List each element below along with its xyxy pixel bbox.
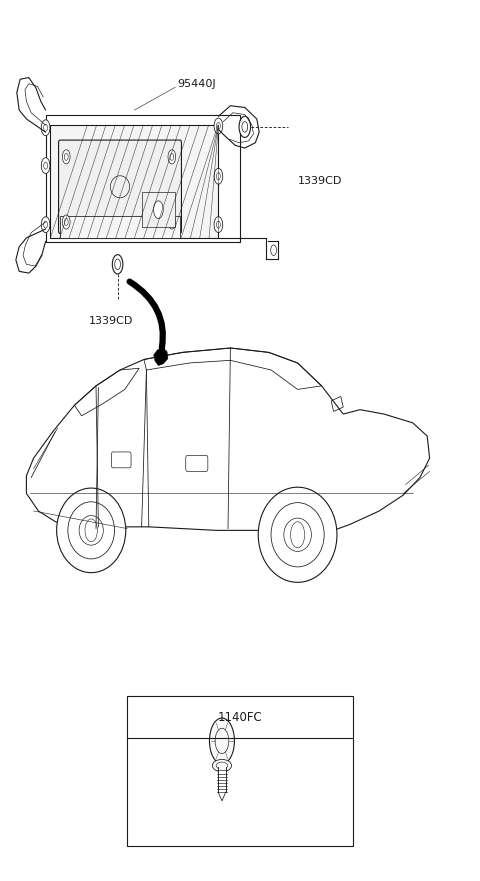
Circle shape bbox=[62, 150, 70, 164]
Circle shape bbox=[41, 120, 50, 136]
Circle shape bbox=[64, 153, 68, 160]
Ellipse shape bbox=[212, 759, 231, 772]
Circle shape bbox=[44, 221, 48, 228]
Circle shape bbox=[115, 259, 120, 270]
Ellipse shape bbox=[284, 518, 312, 552]
Ellipse shape bbox=[79, 515, 103, 545]
Ellipse shape bbox=[110, 175, 130, 198]
Circle shape bbox=[154, 201, 163, 218]
Circle shape bbox=[64, 218, 68, 226]
FancyArrowPatch shape bbox=[130, 282, 163, 347]
Ellipse shape bbox=[271, 503, 324, 566]
Circle shape bbox=[214, 168, 223, 184]
Bar bbox=[50, 125, 218, 238]
Circle shape bbox=[112, 255, 123, 274]
Circle shape bbox=[168, 215, 176, 229]
Circle shape bbox=[41, 217, 50, 233]
Bar bbox=[218, 767, 226, 792]
Text: 1140FC: 1140FC bbox=[217, 711, 263, 723]
Circle shape bbox=[62, 215, 70, 229]
Circle shape bbox=[170, 153, 174, 160]
Circle shape bbox=[290, 522, 305, 548]
Circle shape bbox=[214, 118, 223, 134]
Ellipse shape bbox=[57, 488, 126, 573]
FancyBboxPatch shape bbox=[59, 140, 181, 233]
Circle shape bbox=[44, 124, 48, 131]
Bar bbox=[127, 696, 353, 846]
Ellipse shape bbox=[216, 762, 228, 769]
Circle shape bbox=[85, 519, 97, 542]
Text: 1339CD: 1339CD bbox=[298, 175, 342, 186]
Circle shape bbox=[41, 158, 50, 174]
Circle shape bbox=[214, 217, 223, 233]
Text: 1339CD: 1339CD bbox=[89, 315, 133, 326]
Circle shape bbox=[271, 245, 276, 255]
Circle shape bbox=[239, 116, 251, 137]
Circle shape bbox=[216, 221, 220, 228]
Bar bbox=[142, 192, 175, 227]
FancyBboxPatch shape bbox=[186, 455, 208, 471]
Text: 95440J: 95440J bbox=[178, 78, 216, 89]
Polygon shape bbox=[154, 348, 168, 366]
Circle shape bbox=[216, 122, 220, 130]
Circle shape bbox=[170, 218, 174, 226]
Ellipse shape bbox=[68, 502, 115, 559]
Circle shape bbox=[168, 150, 176, 164]
Ellipse shape bbox=[258, 487, 337, 582]
FancyBboxPatch shape bbox=[111, 452, 131, 468]
Circle shape bbox=[215, 729, 229, 753]
Circle shape bbox=[242, 122, 248, 132]
Circle shape bbox=[216, 173, 220, 180]
Bar bbox=[60, 216, 180, 238]
Circle shape bbox=[44, 162, 48, 169]
Circle shape bbox=[209, 718, 234, 764]
